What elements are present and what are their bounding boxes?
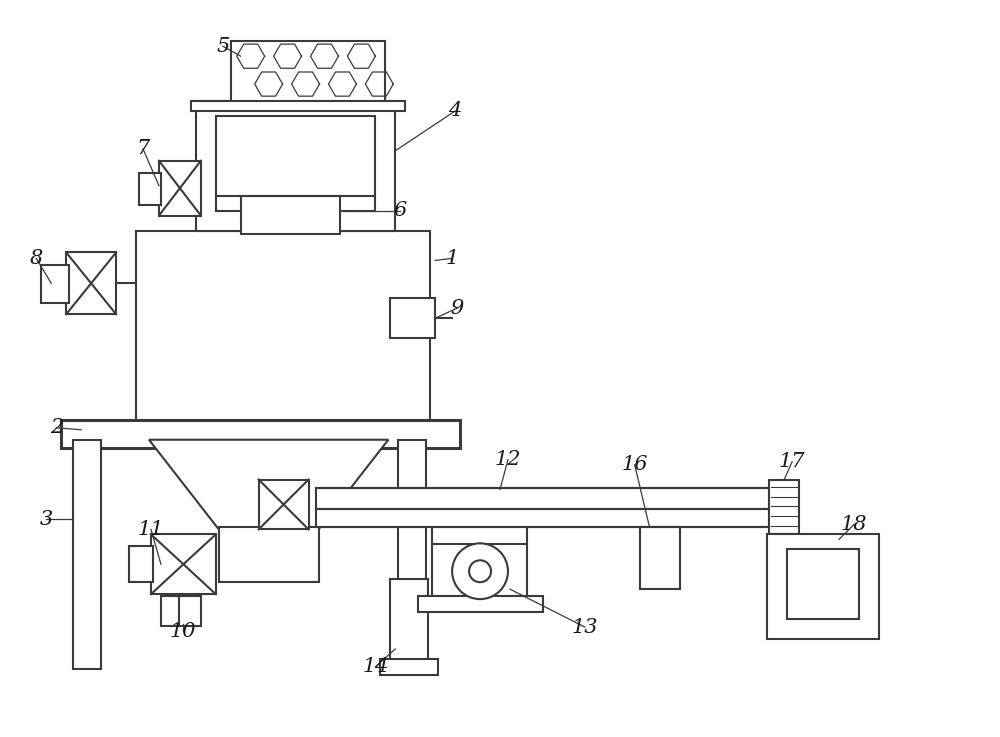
Bar bbox=[73, 440, 101, 669]
Text: 2: 2 bbox=[50, 419, 63, 437]
Bar bbox=[769, 480, 799, 534]
Bar bbox=[316, 509, 769, 528]
Text: 4: 4 bbox=[449, 102, 462, 120]
Circle shape bbox=[452, 543, 508, 599]
Bar bbox=[66, 253, 116, 314]
Text: 5: 5 bbox=[216, 37, 229, 56]
Polygon shape bbox=[149, 440, 388, 529]
Bar bbox=[390, 579, 428, 661]
Text: 8: 8 bbox=[30, 249, 43, 268]
Bar bbox=[390, 298, 435, 338]
Bar bbox=[139, 172, 161, 205]
Bar bbox=[159, 161, 201, 216]
Text: 16: 16 bbox=[621, 455, 648, 474]
Bar bbox=[151, 534, 216, 594]
Bar bbox=[136, 231, 430, 430]
Text: 3: 3 bbox=[40, 510, 53, 529]
Bar bbox=[241, 195, 340, 234]
Bar bbox=[787, 549, 859, 619]
Bar bbox=[41, 265, 69, 303]
Bar bbox=[380, 659, 438, 675]
Text: 17: 17 bbox=[779, 452, 805, 471]
Bar bbox=[129, 546, 153, 582]
Text: 1: 1 bbox=[446, 249, 459, 268]
Bar bbox=[398, 440, 426, 619]
Bar bbox=[432, 545, 527, 596]
Bar bbox=[418, 596, 543, 612]
Text: 7: 7 bbox=[136, 139, 150, 158]
Bar bbox=[191, 101, 405, 111]
Circle shape bbox=[469, 560, 491, 582]
Text: 11: 11 bbox=[138, 520, 164, 539]
Bar bbox=[61, 420, 460, 447]
Text: 10: 10 bbox=[170, 621, 196, 640]
Text: 6: 6 bbox=[394, 201, 407, 220]
Text: 9: 9 bbox=[450, 298, 464, 318]
Bar bbox=[196, 101, 395, 231]
Bar bbox=[316, 488, 769, 509]
Text: 12: 12 bbox=[495, 450, 521, 469]
Bar bbox=[161, 596, 201, 626]
Text: 13: 13 bbox=[572, 618, 598, 637]
Bar bbox=[259, 480, 309, 529]
Bar bbox=[231, 41, 385, 106]
Bar bbox=[767, 534, 879, 639]
Bar bbox=[219, 528, 319, 582]
Bar bbox=[640, 528, 680, 589]
Bar bbox=[216, 116, 375, 211]
Text: 14: 14 bbox=[362, 657, 389, 677]
Text: 18: 18 bbox=[841, 515, 867, 534]
